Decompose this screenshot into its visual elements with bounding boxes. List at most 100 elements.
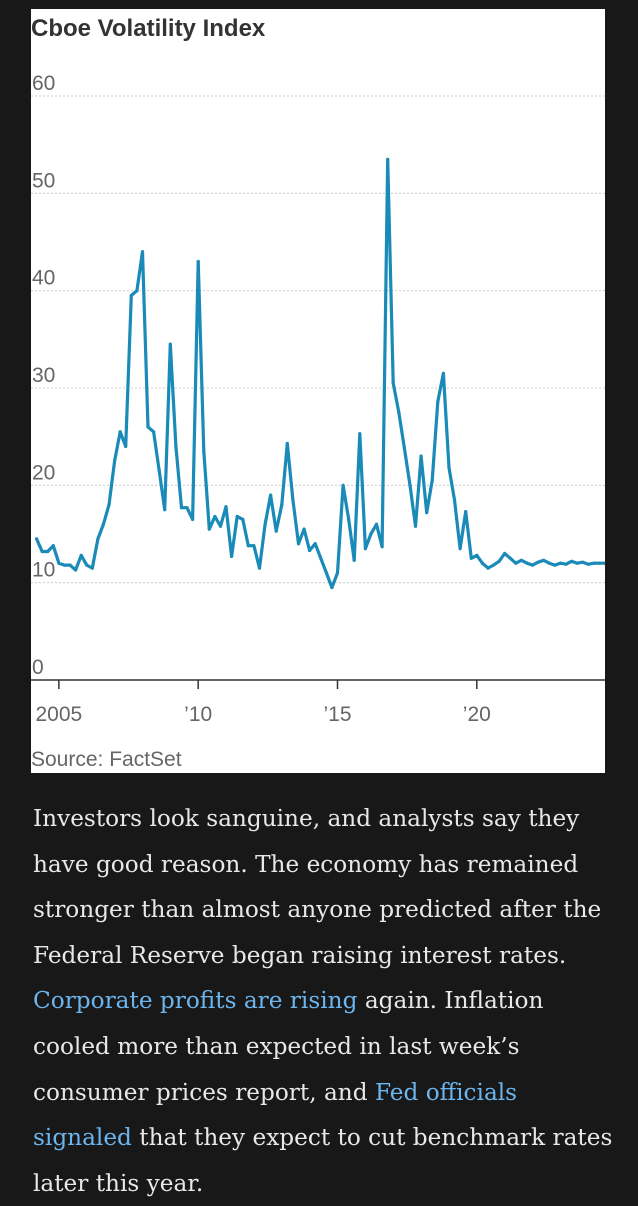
data-point bbox=[285, 441, 289, 446]
data-point bbox=[391, 381, 395, 385]
data-point bbox=[252, 544, 256, 548]
y-tick-label: 60 bbox=[32, 72, 55, 95]
data-point bbox=[191, 517, 195, 521]
data-point bbox=[313, 542, 317, 546]
data-point bbox=[570, 559, 574, 563]
data-point bbox=[124, 444, 128, 448]
data-point bbox=[157, 469, 161, 473]
data-point bbox=[246, 544, 250, 548]
data-point bbox=[107, 503, 111, 507]
data-point bbox=[168, 342, 172, 346]
data-point bbox=[90, 566, 94, 570]
x-tick-label: ’15 bbox=[323, 703, 351, 726]
data-point bbox=[519, 558, 523, 562]
data-point bbox=[96, 537, 100, 541]
data-point bbox=[35, 537, 39, 541]
data-point bbox=[207, 527, 211, 531]
data-point bbox=[101, 522, 105, 526]
data-point bbox=[486, 566, 490, 570]
gridlines bbox=[31, 95, 605, 584]
data-point bbox=[419, 454, 423, 458]
x-axis-ticks: 2005 ’10 ’15 ’20 bbox=[36, 680, 491, 726]
article-text: that they expect to cut benchmark rates … bbox=[33, 1124, 613, 1197]
vix-line-chart: 0 10 20 30 40 50 60 2005 ’10 ’15 ’20 Cboe Volatil… bbox=[31, 15, 605, 771]
data-point bbox=[224, 505, 228, 509]
y-tick-label: 10 bbox=[32, 559, 55, 582]
fed-officials-link[interactable]: Fed officials signaled bbox=[33, 1078, 518, 1152]
data-point bbox=[531, 563, 535, 567]
data-point bbox=[369, 532, 373, 536]
data-point bbox=[330, 585, 334, 590]
article-paragraph: Investors look sanguine, and analysts sa… bbox=[33, 796, 613, 1206]
data-point bbox=[324, 571, 328, 575]
y-tick-label: 20 bbox=[32, 461, 55, 484]
data-point bbox=[235, 514, 239, 519]
data-point bbox=[352, 558, 356, 562]
data-point bbox=[452, 498, 457, 502]
data-point bbox=[430, 478, 434, 483]
data-point bbox=[51, 544, 55, 548]
data-point bbox=[257, 566, 262, 570]
data-point bbox=[363, 547, 367, 551]
data-point bbox=[146, 425, 150, 429]
data-point bbox=[603, 561, 605, 565]
data-point bbox=[514, 561, 518, 565]
data-point bbox=[68, 563, 72, 567]
data-point bbox=[402, 446, 406, 450]
data-point bbox=[547, 561, 551, 565]
data-point bbox=[341, 483, 345, 487]
data-point bbox=[269, 493, 273, 497]
data-point bbox=[202, 449, 206, 453]
data-point bbox=[74, 568, 78, 572]
series-line-vix bbox=[34, 157, 605, 590]
data-point bbox=[213, 514, 217, 519]
data-point bbox=[296, 542, 301, 546]
data-point bbox=[291, 498, 295, 502]
corporate-profits-link[interactable]: Corporate profits are rising bbox=[33, 987, 358, 1015]
data-point bbox=[319, 556, 323, 560]
data-point bbox=[308, 548, 312, 553]
data-point bbox=[241, 517, 245, 521]
data-point bbox=[135, 289, 139, 293]
data-point bbox=[62, 563, 66, 567]
data-point bbox=[129, 293, 133, 298]
data-point bbox=[185, 506, 189, 510]
x-tick-label: ’20 bbox=[463, 703, 491, 726]
y-tick-label: 50 bbox=[32, 169, 55, 192]
series-layer bbox=[34, 157, 605, 590]
x-tick-label: ’10 bbox=[184, 703, 212, 726]
data-point bbox=[408, 483, 412, 487]
data-point bbox=[79, 553, 83, 558]
data-point bbox=[57, 561, 61, 565]
data-point bbox=[179, 506, 184, 510]
data-point bbox=[525, 561, 529, 565]
data-point bbox=[413, 524, 418, 528]
data-point bbox=[425, 511, 429, 515]
data-point bbox=[358, 432, 362, 436]
x-tick-label: 2005 bbox=[36, 703, 83, 726]
data-point bbox=[347, 517, 351, 521]
data-point bbox=[40, 549, 44, 554]
data-point bbox=[280, 503, 284, 507]
data-point bbox=[542, 558, 546, 562]
y-tick-label: 0 bbox=[32, 656, 44, 679]
data-point bbox=[586, 562, 590, 566]
data-point bbox=[380, 545, 384, 549]
chart-card: 0 10 20 30 40 50 60 2005 ’10 ’15 ’20 Cboe Volatil… bbox=[31, 9, 605, 773]
data-point bbox=[274, 529, 278, 533]
data-point bbox=[163, 508, 167, 512]
data-point bbox=[503, 551, 507, 556]
data-point bbox=[597, 561, 602, 565]
article-text: again. Inflation cooled more than expect… bbox=[33, 987, 544, 1106]
data-point bbox=[335, 571, 340, 575]
data-point bbox=[196, 259, 200, 264]
data-point bbox=[386, 157, 390, 161]
data-point bbox=[447, 466, 451, 470]
data-point bbox=[536, 560, 540, 564]
chart-source: Source: FactSet bbox=[31, 748, 182, 771]
chart-title: Cboe Volatility Index bbox=[31, 15, 266, 42]
data-point bbox=[575, 561, 579, 565]
data-point bbox=[374, 522, 379, 526]
y-tick-label: 30 bbox=[32, 364, 55, 387]
data-point bbox=[564, 562, 568, 566]
